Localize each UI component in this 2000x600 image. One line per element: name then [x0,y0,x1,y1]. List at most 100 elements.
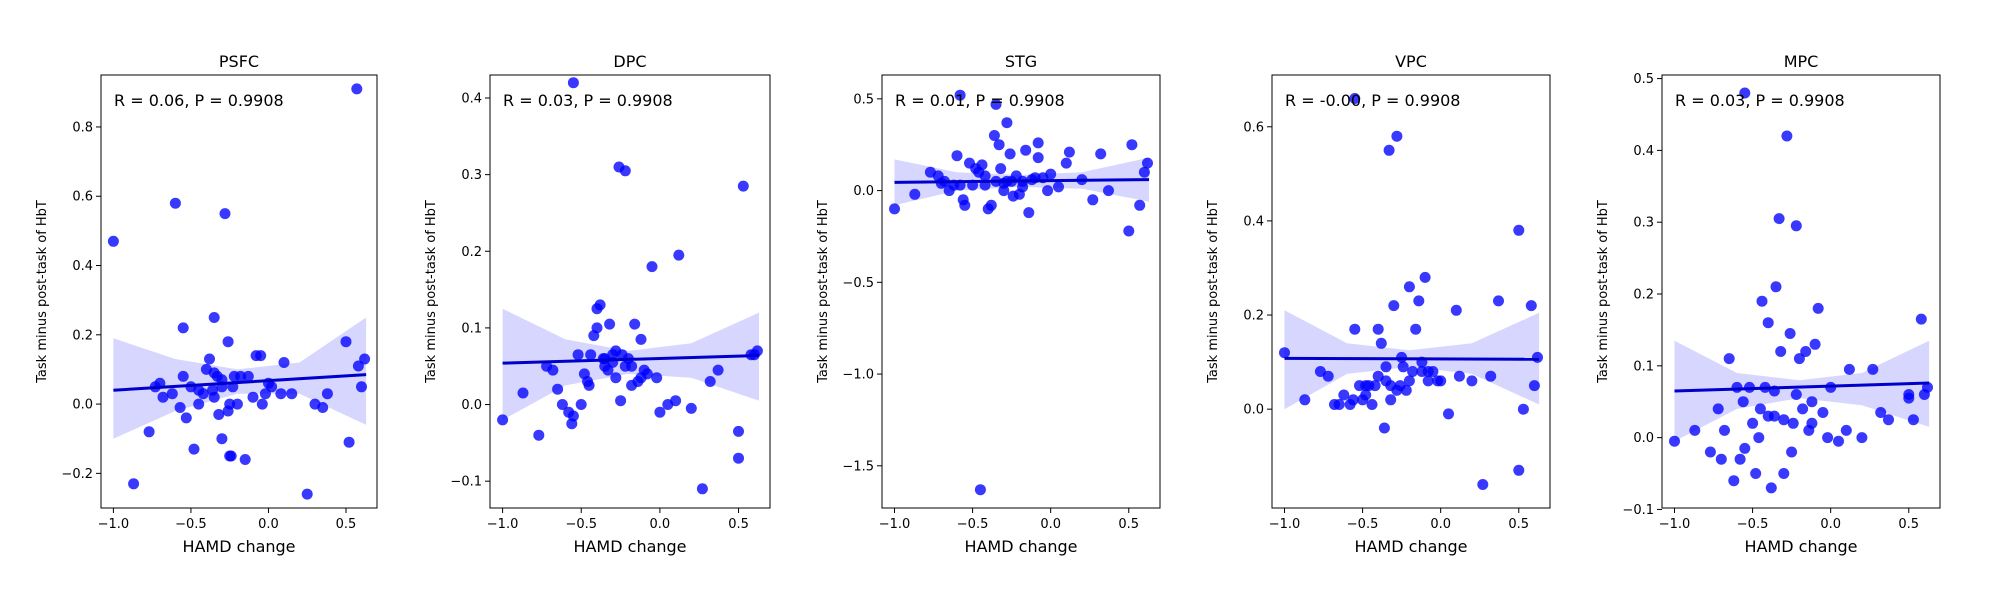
scatter-point [1704,446,1716,458]
scatter-point [1812,302,1824,314]
scatter-point [712,364,724,376]
panel-mpc: −1.0 −0.5 0.0 0.5 −0.1 0.0 0.1 0.2 0.3 0.4 0.5 MPC H… [1596,52,1941,556]
scatter-point [1787,417,1799,429]
scatter-point [1385,394,1397,406]
scatter-point [704,376,716,387]
scatter-point [1123,225,1135,237]
scatter-point [266,381,278,393]
x-tick-label: 0.5 [1508,517,1529,532]
scatter-point [1422,375,1434,387]
scatter-point [990,98,1002,110]
scatter-point [1775,346,1787,357]
scatter-point [1053,181,1064,193]
x-tick-label: −1.0 [487,517,519,532]
scatter-point [1042,185,1054,197]
scatter-point [995,163,1007,175]
scatter-point [193,398,205,410]
x-tick-label: −0.5 [175,517,207,532]
y-tick-label: 0.0 [853,184,874,199]
y-axis-label: Task minus post-task of HbT [1596,200,1611,384]
scatter-point [585,349,597,361]
scatter-point [1765,482,1777,494]
scatter-point [583,379,595,391]
scatter-point [594,299,606,311]
x-tick-label: −0.5 [1737,517,1769,532]
scatter-point [356,381,367,393]
scatter-point [1410,323,1422,335]
scatter-point [1762,410,1774,422]
scatter-point [974,484,986,496]
scatter-point [177,370,189,382]
scatter-point [1322,370,1334,382]
scatter-point [619,360,631,372]
scatter-point [1903,389,1915,400]
scatter-point [1378,422,1390,434]
y-tick-label: 0.2 [72,328,93,343]
scatter-point [979,170,991,182]
scatter-point [1528,380,1540,392]
y-tick-label: 0.0 [1633,431,1654,446]
x-axis-label: HAMD change [964,537,1077,556]
scatter-point [993,139,1005,151]
scatter-point [1867,363,1879,375]
y-tick-label: 0.1 [1633,359,1654,374]
scatter-point [180,412,192,424]
scatter-point [629,318,641,330]
scatter-point [1366,399,1378,410]
scatter-point [1485,370,1497,382]
scatter-point [1822,432,1834,444]
scatter-point [301,488,313,500]
scatter-point [733,425,744,437]
y-tick-label: 0.6 [1243,120,1264,135]
scatter-point [1762,317,1774,329]
scatter-point [1712,403,1724,415]
y-axis-label: Task minus post-task of HbT [816,200,831,384]
scatter-point [1023,207,1035,219]
scatter-point [1525,300,1537,312]
regression-line [502,353,760,365]
y-tick-label: −1.0 [842,368,874,383]
panel-psfc: −1.0 −0.5 0.0 0.5 −0.2 0.0 0.2 0.4 0.6 0.8 PSFC HAM… [35,52,378,556]
correlation-annotation: R = 0.03, P = 0.9908 [503,91,673,110]
scatter-point [1756,295,1768,307]
y-tick-label: 0.1 [461,321,482,336]
scatter-point [216,433,228,445]
y-tick-label: −0.1 [1622,503,1654,518]
scatter-point [1095,148,1107,160]
scatter-point [204,353,215,365]
scatter-point [1299,394,1311,406]
scatter-point [1747,417,1759,429]
scatter-point [321,388,333,400]
scatter-point [1383,144,1395,156]
scatter-point [166,388,178,400]
scatter-point [247,391,259,403]
scatter-point [1020,144,1032,156]
scatter-point [169,197,181,209]
y-tick-label: 0.0 [1243,403,1264,418]
panel-title: MPC [1784,52,1819,71]
x-tick-label: −0.5 [1347,517,1379,532]
scatter-point [1806,396,1818,408]
scatter-point [1391,130,1403,142]
scatter-point [1753,432,1765,444]
scatter-point [228,370,240,382]
axes-frame [1661,74,1941,509]
scatter-point [556,399,568,410]
scatter-point [107,235,119,247]
axes-frame [881,74,1161,509]
scatter-point [255,350,267,362]
scatter-point [1400,384,1412,396]
scatter-point [1450,304,1462,316]
scatter-point [239,454,251,465]
scatter-point [1347,394,1359,406]
y-axis-label: Task minus post-task of HbT [424,200,439,384]
y-tick-label: 0.2 [461,245,482,260]
scatter-point [1372,370,1384,382]
scatter-point [1739,87,1751,99]
scatter-point [1142,157,1153,169]
x-tick-label: −1.0 [1659,517,1691,532]
scatter-point [1126,139,1138,151]
scatter-point [1060,157,1072,169]
scatter-point [1466,375,1478,387]
